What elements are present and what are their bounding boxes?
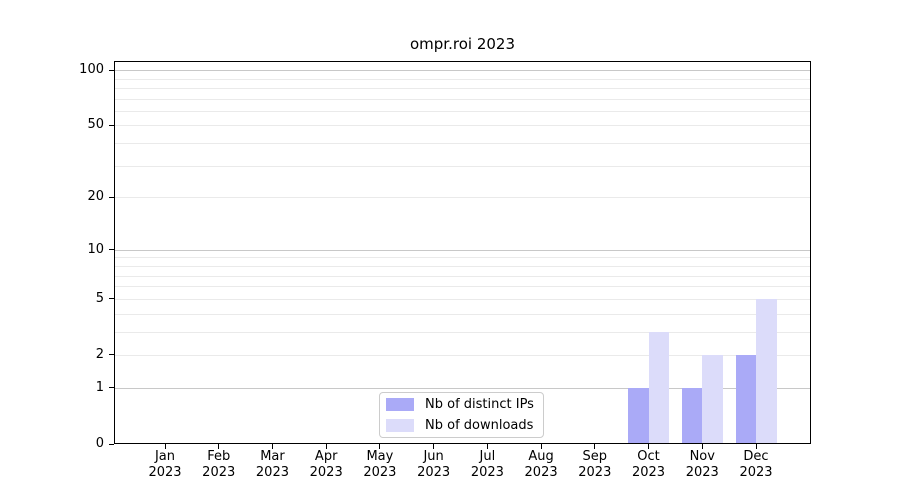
plot-area	[114, 61, 811, 444]
gridline-minor	[114, 257, 811, 259]
y-tick-mark	[109, 196, 114, 198]
gridline-minor	[114, 143, 811, 145]
gridline-minor	[114, 78, 811, 80]
x-tick-mark	[325, 444, 327, 449]
legend: Nb of distinct IPs Nb of downloads	[379, 392, 544, 438]
gridline-major	[114, 70, 811, 72]
x-tick-label: Feb 2023	[202, 449, 236, 480]
y-tick-label: 2	[95, 346, 104, 362]
x-tick-label: Apr 2023	[309, 449, 343, 480]
x-tick-label: May 2023	[363, 449, 397, 480]
y-tick-label: 50	[87, 117, 104, 133]
x-tick-label: Nov 2023	[685, 449, 719, 480]
gridline-minor	[114, 331, 811, 333]
y-tick-label: 10	[87, 241, 104, 257]
y-tick-label: 5	[95, 290, 104, 306]
legend-item-distinct-ips: Nb of distinct IPs	[386, 397, 543, 413]
gridline-minor	[114, 110, 811, 112]
y-tick-label: 20	[87, 189, 104, 205]
gridline-minor	[114, 87, 811, 89]
gridline-minor	[114, 197, 811, 199]
gridline-minor	[114, 165, 811, 167]
x-tick-mark	[648, 444, 650, 449]
x-tick-label: Jul 2023	[470, 449, 504, 480]
gridline-minor	[114, 275, 811, 277]
x-tick-label: Dec 2023	[739, 449, 773, 480]
y-tick-label: 100	[79, 62, 104, 78]
gridline-minor	[114, 298, 811, 300]
y-tick-label: 1	[95, 379, 104, 395]
gridline-minor	[114, 125, 811, 127]
bar-downloads	[702, 354, 723, 444]
bar-distinct-ips	[628, 387, 649, 444]
y-tick-mark	[109, 69, 114, 71]
bar-downloads	[756, 298, 777, 444]
x-tick-mark	[379, 444, 381, 449]
x-tick-mark	[218, 444, 220, 449]
x-tick-label: Jan 2023	[148, 449, 182, 480]
y-tick-mark	[109, 387, 114, 389]
y-tick-mark	[109, 124, 114, 126]
y-tick-mark	[109, 298, 114, 300]
gridline-minor	[114, 286, 811, 288]
gridline-major	[114, 387, 811, 389]
x-tick-label: Sep 2023	[578, 449, 612, 480]
x-tick-mark	[755, 444, 757, 449]
gridline-major	[114, 249, 811, 251]
x-tick-mark	[433, 444, 435, 449]
gridline-minor	[114, 265, 811, 267]
x-tick-mark	[164, 444, 166, 449]
x-tick-mark	[594, 444, 596, 449]
legend-label: Nb of downloads	[425, 417, 534, 433]
legend-label: Nb of distinct IPs	[425, 396, 534, 412]
legend-swatch-downloads	[386, 419, 414, 432]
x-tick-label: Mar 2023	[255, 449, 289, 480]
gridline-minor	[114, 354, 811, 356]
x-tick-mark	[486, 444, 488, 449]
y-tick-label: 0	[95, 436, 104, 451]
bar-distinct-ips	[735, 354, 756, 444]
legend-swatch-distinct-ips	[386, 398, 414, 411]
bar-downloads	[648, 331, 670, 444]
legend-item-downloads: Nb of downloads	[386, 418, 543, 434]
gridline-minor	[114, 98, 811, 100]
x-tick-label: Jun 2023	[417, 449, 451, 480]
x-tick-mark	[271, 444, 273, 449]
y-tick-mark	[109, 443, 114, 445]
x-tick-label: Aug 2023	[524, 449, 558, 480]
chart-title: ompr.roi 2023	[410, 35, 515, 53]
x-tick-label: Oct 2023	[631, 449, 666, 480]
y-tick-mark	[109, 249, 114, 251]
bar-distinct-ips	[681, 387, 703, 444]
gridline-minor	[114, 313, 811, 315]
y-tick-mark	[109, 354, 114, 356]
x-tick-mark	[540, 444, 542, 449]
x-tick-mark	[701, 444, 703, 449]
